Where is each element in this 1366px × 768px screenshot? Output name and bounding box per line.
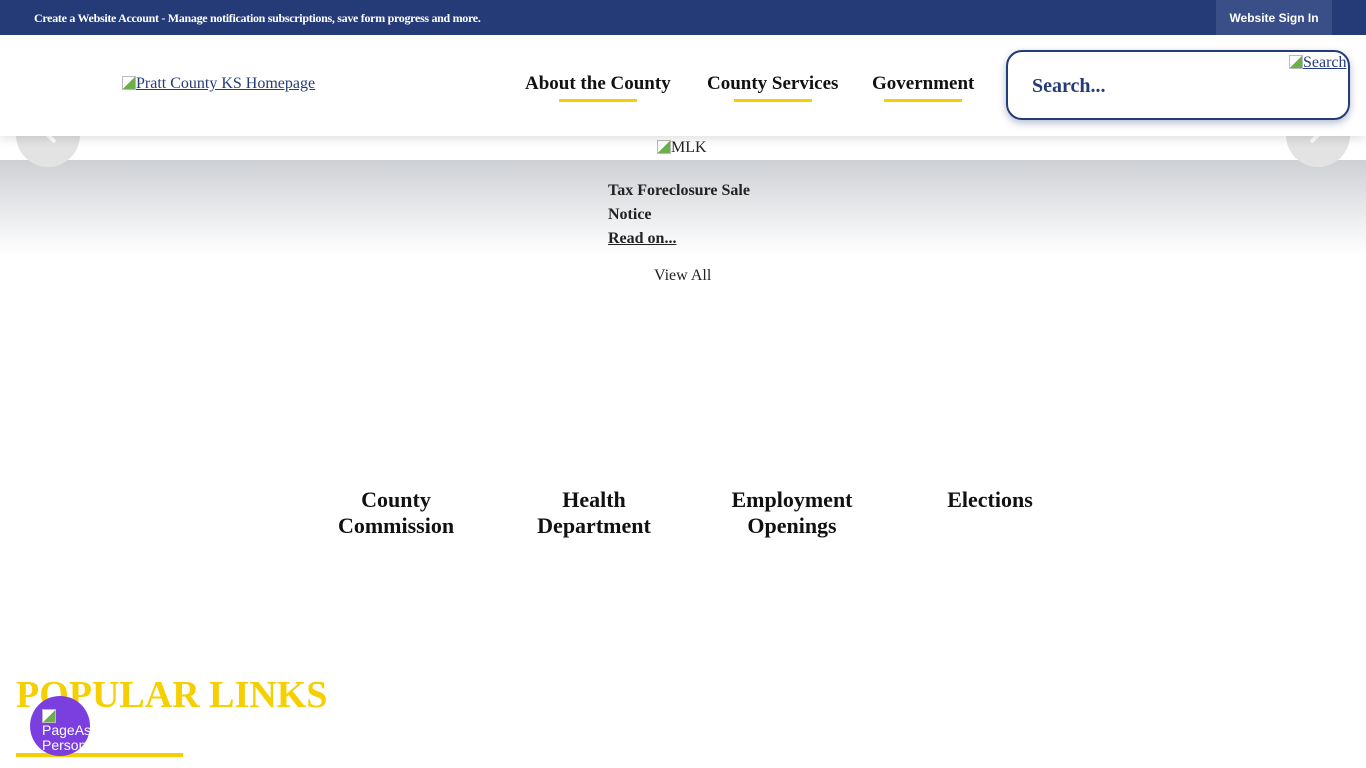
broken-image-icon [122,76,136,90]
view-all-link[interactable]: View All [654,267,712,284]
news-item: Tax Foreclosure Sale Notice Read on... [608,179,768,251]
accessibility-icon [42,709,56,723]
search-placeholder: Search... [1032,75,1106,97]
logo-alt-text: Pratt County KS Homepage [136,75,316,92]
search-button[interactable]: Search [1289,54,1347,72]
create-account-link[interactable]: Create a Website Account - Manage notifi… [34,11,481,25]
quick-link-employment-openings[interactable]: Employment Openings [731,487,853,538]
nav-about-the-county[interactable]: About the County [525,73,671,102]
search-input[interactable]: Search... Search [1006,50,1350,120]
heading-underline [16,753,183,757]
site-header: Pratt County KS Homepage About the Count… [0,35,1366,136]
quick-link-elections[interactable]: Elections [947,487,1033,512]
nav-label: About the County [525,73,671,94]
search-icon [1289,55,1303,69]
search-button-alt: Search [1303,54,1347,71]
quick-link-county-commission[interactable]: County Commission [337,487,455,538]
sign-in-button[interactable]: Website Sign In [1216,0,1332,35]
slide-image: MLK [657,139,707,157]
page-assist-alt: PageAssist Personalization [42,722,90,753]
broken-image-icon [657,140,671,154]
nav-county-services[interactable]: County Services [707,73,839,102]
slide-image-alt: MLK [671,139,707,156]
nav-label: Government [872,73,975,94]
nav-label: County Services [707,73,839,94]
top-bar: Create a Website Account - Manage notifi… [0,0,1366,35]
page-assist-button[interactable]: PageAssist Personalization [30,696,90,756]
news-title: Tax Foreclosure Sale Notice [608,182,750,223]
nav-underline [558,99,637,102]
quick-link-health-department[interactable]: Health Department [537,487,651,538]
nav-underline [733,99,812,102]
logo-link[interactable]: Pratt County KS Homepage [122,75,315,93]
slider-background [0,160,1366,255]
nav-government[interactable]: Government [872,73,975,102]
read-on-link[interactable]: Read on... [608,230,677,247]
nav-underline [884,99,963,102]
